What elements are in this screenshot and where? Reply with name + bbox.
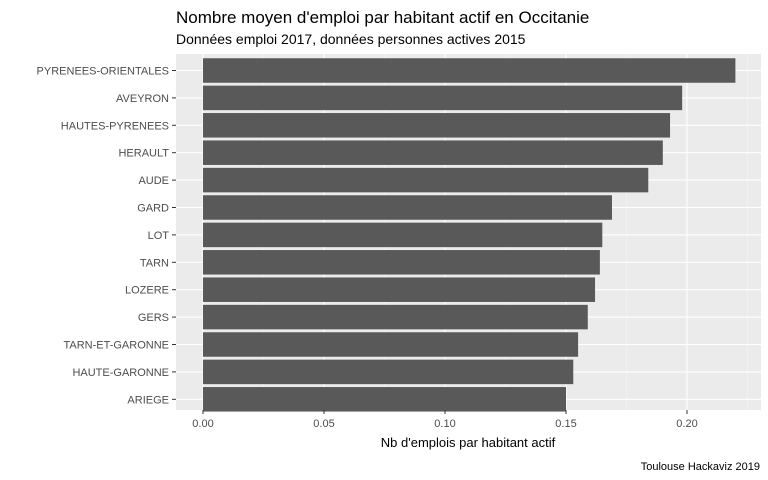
y-tick-label: HERAULT — [118, 148, 169, 160]
bar — [203, 140, 663, 165]
x-tick-label: 0.15 — [555, 418, 576, 430]
bar — [203, 85, 683, 111]
x-tick-label: 0.00 — [192, 418, 213, 430]
chart-title: Nombre moyen d'emploi par habitant actif… — [176, 8, 589, 27]
y-tick-label: AUDE — [138, 175, 169, 187]
y-tick-label: AVEYRON — [116, 93, 169, 105]
bar — [203, 195, 612, 220]
bar — [203, 58, 736, 83]
y-tick-label: GERS — [138, 312, 169, 324]
x-tick-label: 0.20 — [676, 418, 697, 430]
bar — [203, 113, 671, 138]
y-tick-label: GARD — [137, 203, 169, 215]
x-axis-title: Nb d'emplois par habitant actif — [381, 435, 556, 450]
y-tick-label: LOT — [148, 230, 170, 242]
bar — [203, 387, 566, 412]
bar — [203, 167, 649, 193]
bar — [203, 277, 596, 302]
y-tick-label: HAUTES-PYRENEES — [61, 120, 169, 132]
y-tick-label: PYRENEES-ORIENTALES — [37, 66, 169, 78]
bar — [203, 222, 603, 248]
x-tick-label: 0.05 — [313, 418, 334, 430]
y-axis-labels: PYRENEES-ORIENTALES AVEYRON HAUTES-PYRENEE… — [37, 66, 176, 406]
bar — [203, 250, 600, 275]
chart-subtitle: Données emploi 2017, données personnes a… — [176, 31, 526, 47]
y-tick-label: LOZERE — [125, 285, 169, 297]
y-tick-label: ARIEGE — [127, 394, 169, 406]
y-tick-label: HAUTE-GARONNE — [72, 367, 169, 379]
y-tick-label: TARN-ET-GARONNE — [63, 340, 169, 352]
x-axis-labels: 0.00 0.05 0.10 0.15 0.20 — [192, 410, 698, 430]
x-tick-label: 0.10 — [434, 418, 455, 430]
bar — [203, 359, 574, 385]
bar — [203, 304, 588, 330]
chart-caption: Toulouse Hackaviz 2019 — [641, 461, 760, 473]
y-tick-label: TARN — [140, 257, 169, 269]
bar — [203, 332, 579, 357]
bars-group — [203, 58, 736, 412]
